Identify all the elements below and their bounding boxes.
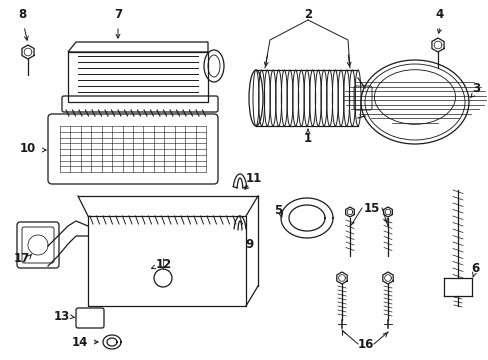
- Text: 5: 5: [273, 203, 282, 216]
- Text: 16: 16: [357, 338, 373, 351]
- Text: 15: 15: [363, 202, 379, 215]
- Text: 17: 17: [14, 252, 30, 265]
- Text: 10: 10: [20, 141, 36, 154]
- Text: 8: 8: [18, 8, 26, 21]
- Text: 13: 13: [54, 310, 70, 323]
- Text: 9: 9: [245, 238, 254, 251]
- Text: 7: 7: [114, 8, 122, 21]
- Text: 1: 1: [304, 131, 311, 144]
- Text: 4: 4: [435, 8, 443, 21]
- Text: 11: 11: [245, 171, 262, 185]
- Text: 6: 6: [470, 261, 478, 274]
- Text: 14: 14: [72, 336, 88, 348]
- Text: 3: 3: [471, 81, 479, 95]
- Text: 2: 2: [304, 8, 311, 21]
- Text: 12: 12: [156, 257, 172, 270]
